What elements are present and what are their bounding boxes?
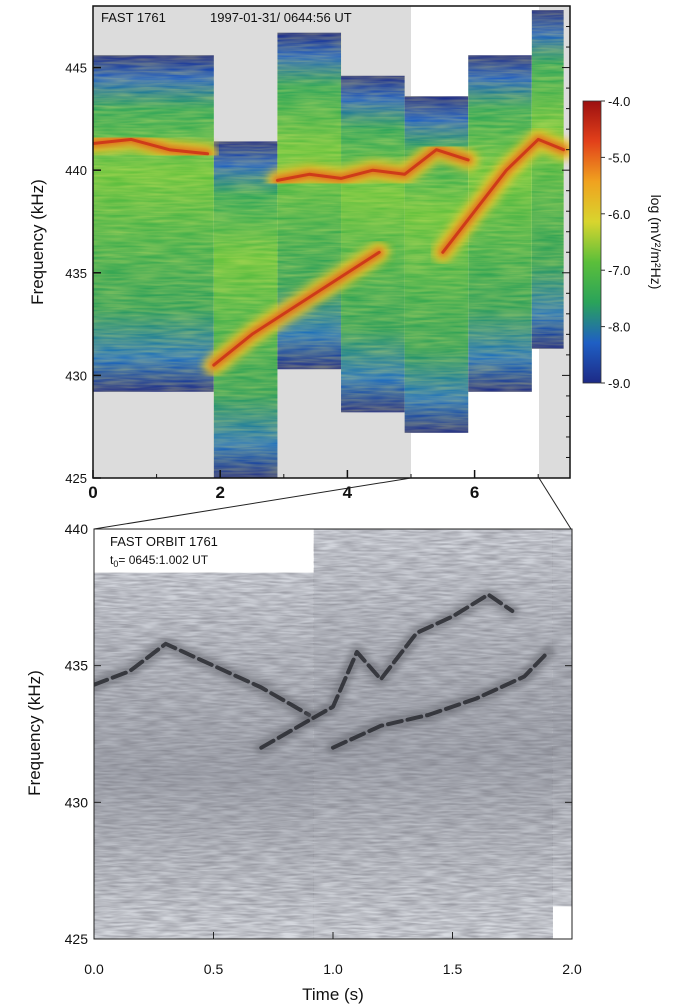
bottom-ridge (331, 650, 551, 750)
bottom-subtitle-sub: 0 (113, 559, 118, 569)
top-y-tick-label: 430 (65, 368, 87, 383)
bottom-y-tick-label: 425 (65, 931, 89, 947)
colorbar-tick-label: -4.0 (608, 94, 630, 109)
bottom-subtitle: t0= 0645:1.002 UT (110, 553, 209, 569)
bottom-ridge (94, 641, 312, 717)
bottom-subtitle-t: t (110, 553, 114, 567)
zoom-connector-left (93, 477, 412, 530)
bottom-x-axis: 0.0 0.5 1.0 1.5 2.0 (84, 932, 582, 977)
colorbar-tick-label: -8.0 (608, 320, 630, 335)
colorbar: -4.0 -5.0 -6.0 -7.0 -8.0 -9.0 log (mV²/m²Hz) (582, 94, 664, 391)
top-segment-texture (93, 55, 214, 392)
bottom-y-tick-label: 430 (65, 794, 89, 810)
top-y-axis-label: Frequency (kHz) (28, 179, 47, 305)
bottom-x-tick-label: 2.0 (562, 961, 582, 977)
bottom-x-tick-label: 1.0 (323, 961, 343, 977)
top-segment-texture (213, 141, 278, 478)
top-ridge-core (212, 250, 381, 367)
colorbar-tick-label: -6.0 (608, 207, 630, 222)
top-x-tick-label: 6 (470, 483, 479, 502)
top-x-tick-label: 2 (215, 483, 224, 502)
top-plot-frame (92, 5, 571, 479)
colorbar-tick-label: -5.0 (608, 150, 630, 165)
bottom-x-tick-label: 1.5 (443, 961, 463, 977)
top-title: FAST 1761 (101, 10, 166, 25)
top-segment-texture (531, 10, 564, 349)
bottom-y-tick-label: 440 (65, 521, 89, 537)
top-y-tick-label: 425 (65, 471, 87, 486)
bottom-y-tick-label: 435 (65, 658, 89, 674)
bottom-ridge (259, 592, 515, 750)
top-ridge-core (275, 148, 470, 182)
bottom-segment-texture (94, 572, 314, 939)
top-x-axis: 0 2 4 6 (88, 470, 539, 502)
bottom-x-tick-label: 0.0 (84, 961, 104, 977)
top-spectrogram: 0 2 4 6 425 430 435 440 445 FAST 1761 1997-01-3… (28, 5, 571, 502)
top-subtitle: 1997-01-31/ 0644:56 UT (210, 10, 352, 25)
zoom-connector-right (538, 477, 572, 530)
colorbar-label: log (mV²/m²Hz) (648, 195, 664, 290)
colorbar-bar (582, 100, 602, 384)
bottom-y-axis-label: Frequency (kHz) (25, 670, 44, 796)
bottom-y-axis: 425 430 435 440 (65, 521, 572, 947)
top-y-axis: 425 430 435 440 445 (65, 61, 101, 486)
colorbar-tick-label: -9.0 (608, 376, 630, 391)
bottom-x-axis-label: Time (s) (302, 985, 364, 1004)
bottom-spectrogram: 0.0 0.5 1.0 1.5 2.0 425 430 435 440 FAST ORBIT … (25, 521, 582, 1004)
bottom-subtitle-rest: = 0645:1.002 UT (118, 553, 208, 567)
bottom-title: FAST ORBIT 1761 (110, 534, 218, 549)
top-ridge-core (93, 137, 209, 156)
colorbar-tick-label: -7.0 (608, 263, 630, 278)
top-y-tick-label: 445 (65, 61, 87, 76)
top-x-tick-label: 0 (88, 483, 97, 502)
top-x-tick-label: 4 (343, 483, 353, 502)
bottom-segment-texture (552, 529, 572, 907)
bottom-x-tick-label: 0.5 (204, 961, 224, 977)
top-ridge-core (441, 137, 566, 254)
top-y-tick-label: 440 (65, 163, 87, 178)
top-y-tick-label: 435 (65, 266, 87, 281)
